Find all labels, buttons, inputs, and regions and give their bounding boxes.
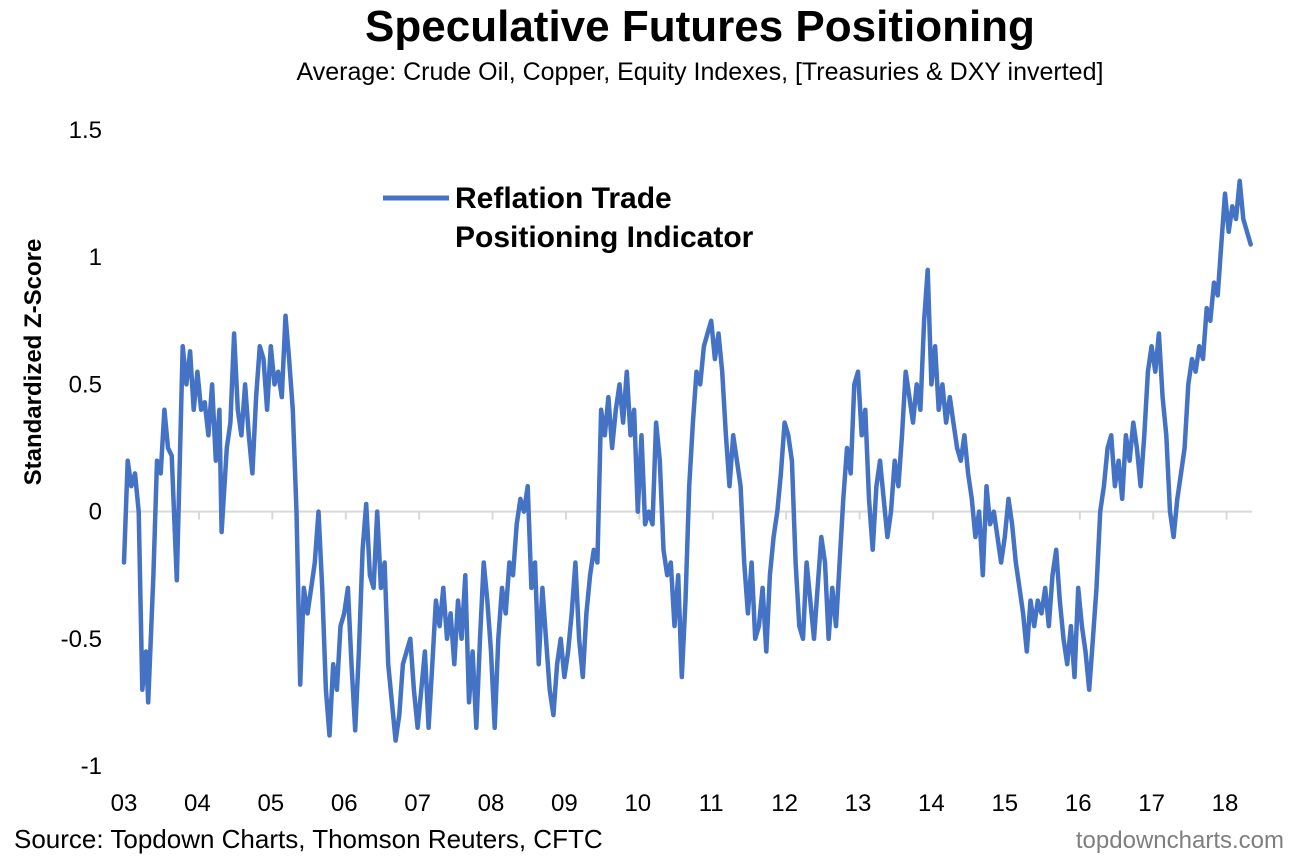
x-tick-label: 08 xyxy=(478,790,505,817)
legend-label-line1: Reflation Trade xyxy=(455,182,672,215)
chart-title: Speculative Futures Positioning xyxy=(365,2,1035,51)
x-tick-label: 11 xyxy=(699,790,724,817)
y-tick-label: 0 xyxy=(89,499,102,526)
legend: Reflation Trade Positioning Indicator xyxy=(383,182,754,254)
chart-subtitle: Average: Crude Oil, Copper, Equity Index… xyxy=(296,58,1104,86)
y-tick-label: 1 xyxy=(89,244,102,271)
y-axis-ticks: 1.5 1 0.5 0 -0.5 -1 xyxy=(61,117,102,780)
x-tick-label: 09 xyxy=(551,790,578,817)
y-tick-label: -0.5 xyxy=(61,626,102,653)
y-tick-label: 1.5 xyxy=(69,117,102,144)
source-note: Source: Topdown Charts, Thomson Reuters,… xyxy=(14,824,603,854)
legend-label-line2: Positioning Indicator xyxy=(455,221,754,254)
x-tick-label: 07 xyxy=(404,790,431,817)
watermark: topdowncharts.com xyxy=(1075,827,1284,854)
x-tick-label: 18 xyxy=(1212,790,1239,817)
x-tick-label: 17 xyxy=(1138,790,1165,817)
x-tick-label: 03 xyxy=(111,790,138,817)
x-tick-label: 15 xyxy=(991,790,1018,817)
y-tick-label: 0.5 xyxy=(69,371,102,398)
x-tick-label: 06 xyxy=(331,790,358,817)
x-tick-label: 13 xyxy=(845,790,872,817)
x-tick-label: 10 xyxy=(624,790,651,817)
x-tick-label: 04 xyxy=(184,790,211,817)
x-tick-label: 12 xyxy=(771,790,798,817)
y-tick-label: -1 xyxy=(81,753,102,780)
series-layer xyxy=(121,178,1253,743)
series-line-reflation-indicator xyxy=(121,178,1253,743)
x-tick-label: 16 xyxy=(1065,790,1092,817)
x-tick-label: 05 xyxy=(257,790,284,817)
x-tick-label: 14 xyxy=(918,790,945,817)
x-axis-ticks: 03 04 05 06 07 08 09 10 11 12 13 14 15 16 17 18 xyxy=(111,511,1239,817)
y-axis-label: Standardized Z-Score xyxy=(20,239,47,486)
